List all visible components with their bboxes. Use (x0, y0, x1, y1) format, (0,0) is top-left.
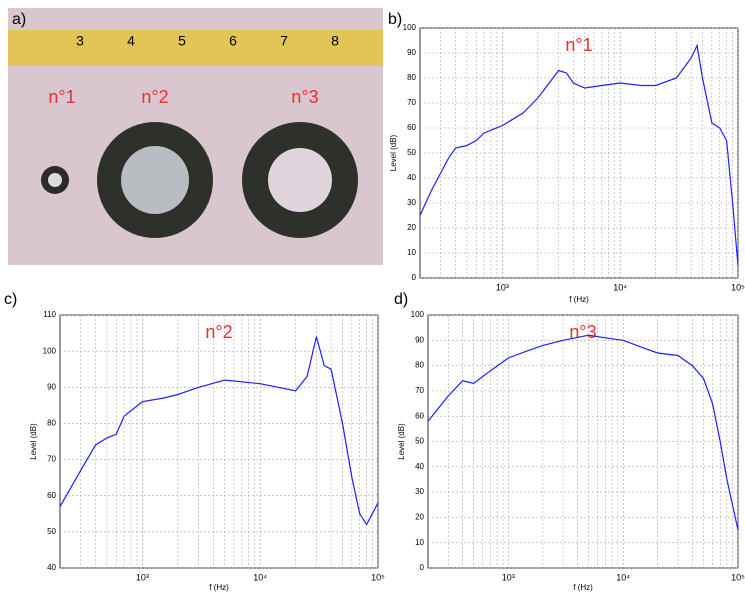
x-tick-label: 10³ (496, 282, 509, 292)
speaker-1-center (48, 173, 62, 187)
y-tick-label: 90 (415, 335, 424, 344)
x-tick-label: 10⁵ (731, 572, 745, 582)
y-tick-label: 20 (407, 223, 416, 232)
y-tick-label: 30 (407, 198, 416, 207)
photo-label: n°1 (48, 87, 75, 107)
data-line (59, 336, 379, 526)
y-tick-label: 50 (407, 148, 416, 157)
y-tick-label: 40 (407, 173, 416, 182)
x-axis-label: f (Hz) (209, 583, 229, 592)
data-line (427, 334, 739, 531)
speaker-2-dome (121, 146, 189, 214)
plot-area (419, 27, 739, 279)
y-tick-label: 60 (47, 491, 56, 500)
x-tick-label: 10⁴ (253, 572, 267, 582)
y-tick-label: 60 (407, 123, 416, 132)
y-tick-label: 100 (43, 346, 57, 355)
speaker-3-hole (268, 148, 332, 212)
panel-label: d) (394, 291, 408, 308)
y-tick-label: 80 (415, 361, 424, 370)
panel-label: c) (4, 291, 17, 308)
y-tick-label: 100 (411, 310, 425, 319)
annotation: n°2 (205, 322, 232, 342)
plot-area (59, 314, 379, 569)
x-tick-label: 10⁵ (731, 282, 745, 292)
ruler-number: 4 (127, 33, 135, 49)
y-tick-label: 40 (47, 563, 56, 572)
ruler-number: 3 (76, 33, 84, 49)
y-tick-label: 50 (415, 437, 424, 446)
panel-label: b) (388, 11, 402, 28)
x-tick-label: 10⁴ (616, 572, 630, 582)
y-tick-label: 90 (47, 382, 56, 391)
y-tick-label: 50 (47, 527, 56, 536)
y-tick-label: 0 (412, 273, 417, 282)
y-tick-label: 80 (47, 419, 56, 428)
y-tick-label: 100 (403, 23, 417, 32)
y-tick-label: 10 (415, 538, 424, 547)
y-tick-label: 30 (415, 487, 424, 496)
photo-label: n°3 (291, 87, 318, 107)
y-tick-label: 70 (407, 98, 416, 107)
x-axis-label: f (Hz) (573, 583, 593, 592)
x-axis-label: f (Hz) (569, 295, 589, 304)
annotation: n°1 (565, 35, 592, 55)
ruler-number: 7 (280, 33, 288, 49)
ruler-number: 8 (331, 33, 339, 49)
y-axis-label: Level (dB) (397, 423, 406, 460)
y-tick-label: 110 (43, 310, 56, 319)
panel-label: a) (12, 11, 26, 28)
y-tick-label: 70 (47, 455, 56, 464)
x-tick-label: 10⁴ (613, 282, 627, 292)
y-tick-label: 90 (407, 48, 416, 57)
x-tick-label: 10³ (136, 572, 149, 582)
y-axis-label: Level (dB) (389, 134, 398, 171)
photo-label: n°2 (141, 87, 168, 107)
data-line (419, 43, 739, 266)
y-tick-label: 60 (415, 411, 424, 420)
y-axis-label: Level (dB) (29, 423, 38, 460)
y-tick-label: 0 (420, 563, 425, 572)
y-tick-label: 20 (415, 513, 424, 522)
photo (8, 8, 383, 265)
ruler (8, 30, 383, 66)
y-tick-label: 70 (415, 386, 424, 395)
y-tick-label: 10 (407, 248, 416, 257)
ruler-number: 6 (229, 33, 237, 49)
y-tick-label: 80 (407, 73, 416, 82)
x-tick-label: 10³ (502, 572, 515, 582)
y-tick-label: 40 (415, 462, 424, 471)
plot-area (427, 314, 739, 569)
ruler-number: 5 (178, 33, 186, 49)
annotation: n°3 (569, 322, 596, 342)
x-tick-label: 10⁵ (371, 572, 385, 582)
